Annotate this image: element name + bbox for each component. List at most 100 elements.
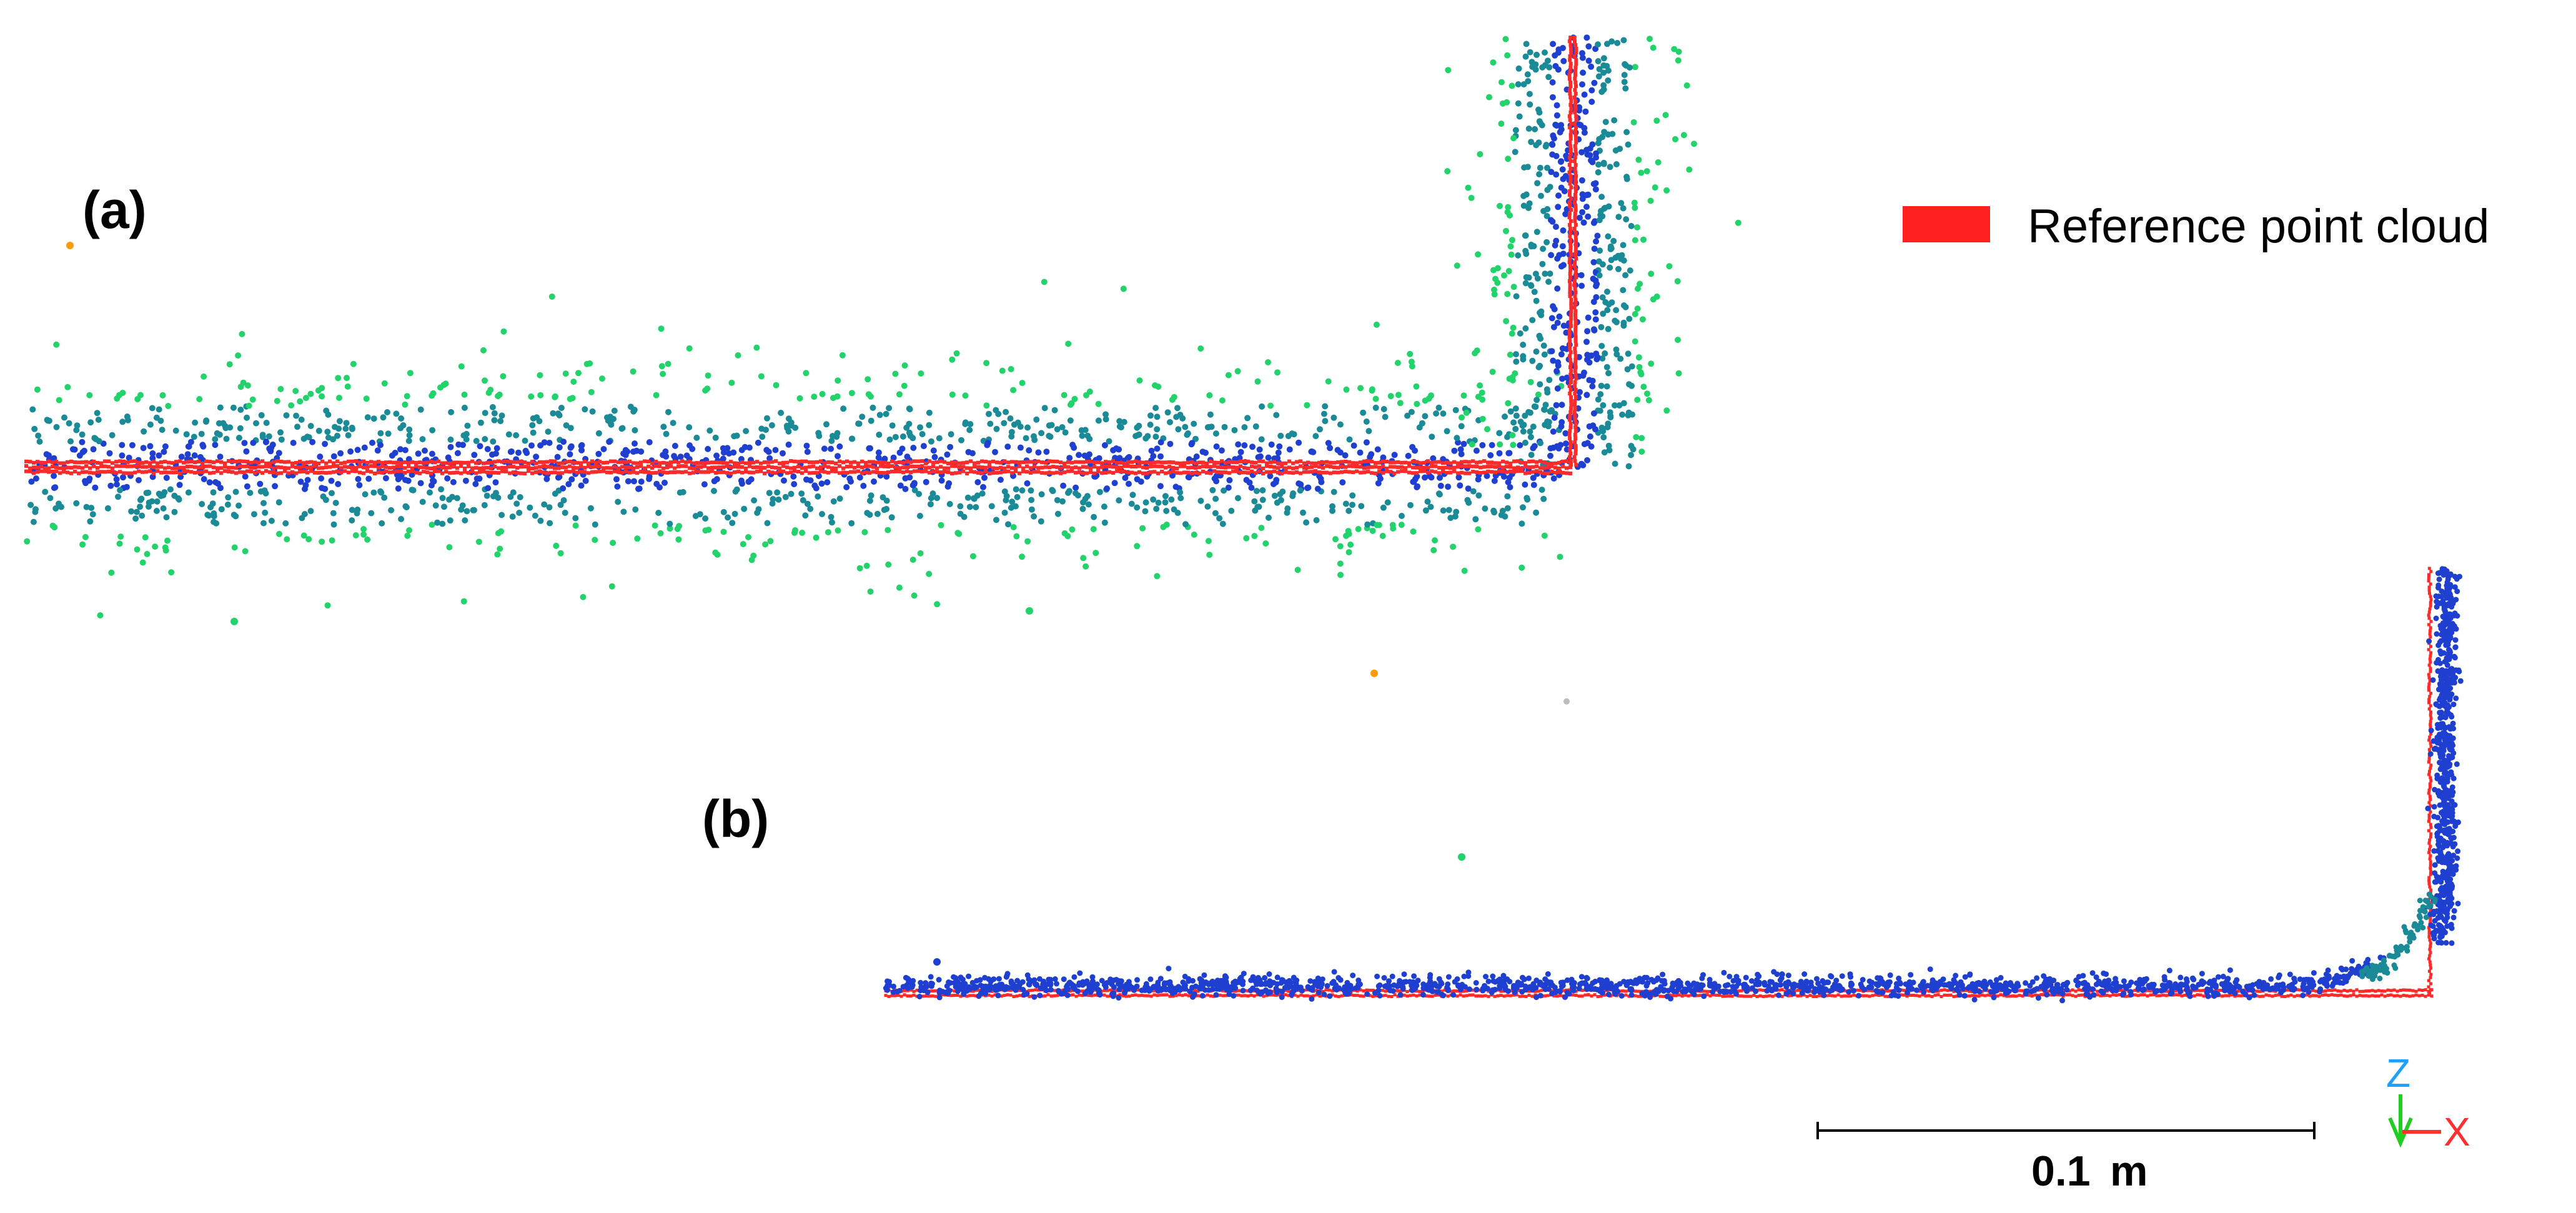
measured-point [139, 512, 146, 519]
measured-point [79, 438, 86, 445]
reference-point [2033, 993, 2037, 997]
reference-point [1362, 459, 1366, 463]
reference-point [1156, 460, 1160, 464]
reference-point [201, 461, 204, 465]
measured-point [1253, 488, 1260, 495]
reference-point [1254, 471, 1257, 475]
reference-point [1115, 465, 1119, 470]
reference-point [508, 460, 512, 464]
measured-point [1265, 359, 1271, 365]
measured-point [94, 410, 101, 417]
measured-point [1274, 369, 1281, 376]
measured-point [1557, 553, 1563, 560]
measured-point [330, 521, 337, 528]
measured-point [27, 502, 34, 508]
measured-point [903, 424, 910, 431]
reference-point [1197, 460, 1201, 465]
measured-point [1594, 232, 1601, 239]
measured-point [1640, 236, 1647, 243]
measured-point [404, 532, 411, 539]
measured-point [1014, 493, 1021, 500]
measured-point [1615, 214, 1622, 220]
measured-point [1204, 503, 1211, 510]
reference-point [362, 459, 365, 463]
reference-point [455, 470, 459, 475]
measured-point [1197, 497, 1204, 504]
measured-point [836, 443, 843, 450]
measured-point [1522, 53, 1529, 60]
reference-point [1271, 993, 1275, 997]
reference-point [208, 471, 212, 475]
measured-point [807, 505, 814, 512]
measured-point [217, 404, 224, 411]
measured-point [622, 447, 629, 453]
reference-point [227, 465, 230, 470]
reference-point [1568, 167, 1573, 171]
measured-point [1337, 560, 1344, 567]
reference-point [1036, 470, 1040, 474]
measured-point [247, 490, 254, 497]
measured-point [1588, 63, 1595, 70]
measured-point [1523, 41, 1530, 47]
measured-point [556, 444, 563, 451]
reference-point [1561, 464, 1565, 468]
measured-point [1504, 52, 1511, 59]
measured-point [1579, 209, 1586, 215]
measured-point [1001, 509, 1008, 516]
reference-point [1486, 465, 1490, 469]
measured-point [646, 439, 653, 445]
reference-point [275, 471, 279, 475]
reference-point [440, 465, 444, 470]
reference-point [440, 471, 444, 475]
reference-point [1456, 465, 1460, 469]
measured-point [1527, 282, 1534, 289]
measured-point [1522, 412, 1528, 419]
measured-point [104, 505, 111, 512]
reference-point [489, 466, 493, 470]
reference-point [2336, 994, 2340, 998]
reference-point [1131, 994, 1134, 998]
reference-point [1497, 464, 1501, 468]
reference-point [1494, 470, 1497, 475]
measured-point [427, 489, 433, 496]
reference-point [264, 461, 268, 465]
reference-point [2405, 988, 2409, 992]
measured-point [552, 490, 558, 497]
reference-point [853, 470, 856, 474]
reference-point [156, 465, 159, 469]
reference-point [744, 467, 748, 470]
reference-point [365, 460, 369, 465]
reference-point [313, 460, 317, 465]
reference-point [99, 464, 103, 468]
measured-point [1308, 448, 1315, 455]
reference-point [1194, 466, 1197, 470]
reference-point [1212, 460, 1216, 465]
measured-point [124, 413, 131, 420]
measured-point [1202, 449, 1209, 456]
reference-point [699, 465, 703, 469]
reference-point [425, 460, 429, 465]
reference-point [1730, 994, 1734, 998]
reference-point [245, 460, 249, 464]
reference-point [1520, 469, 1523, 473]
measured-point [762, 541, 769, 548]
reference-point [1216, 465, 1220, 469]
reference-point [1426, 465, 1430, 470]
measured-point [1581, 91, 1588, 98]
reference-point [2352, 993, 2356, 996]
reference-point [965, 994, 969, 998]
reference-point [969, 469, 973, 473]
reference-point [2146, 989, 2149, 993]
reference-point [2429, 804, 2432, 808]
measured-point [483, 492, 490, 499]
reference-point [1569, 463, 1573, 467]
reference-point [24, 469, 28, 473]
reference-point [1573, 290, 1578, 294]
reference-point [347, 459, 350, 463]
measured-point [1602, 204, 1608, 211]
measured-point [510, 489, 517, 496]
reference-point [39, 460, 43, 465]
measured-point [1273, 412, 1280, 418]
reference-point [1452, 460, 1456, 464]
measured-point [202, 418, 209, 425]
